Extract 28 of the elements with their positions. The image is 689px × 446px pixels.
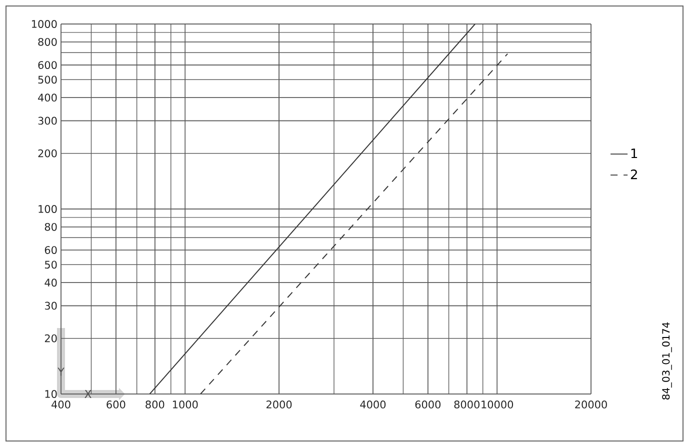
x-tick-label: 400: [52, 400, 70, 408]
y-tick-label: 30: [44, 302, 57, 310]
x-tick-label: 10000: [482, 400, 514, 408]
x-tick-label: 2000: [266, 400, 292, 408]
x-tick-label: 20000: [575, 400, 607, 408]
x-tick-label: 4000: [360, 400, 386, 408]
y-tick-label: 1000: [32, 20, 57, 28]
x-tick-label: 6000: [415, 400, 441, 408]
y-tick-label: 80: [44, 222, 57, 231]
y-tick-label: 10: [45, 390, 57, 398]
y-tick-label: 800: [38, 38, 57, 46]
legend-label: 1: [631, 148, 638, 158]
y-tick-label: 50: [44, 260, 57, 269]
y-tick-label: 300: [38, 116, 57, 125]
y-tick-label: 40: [44, 278, 57, 287]
x-tick-label: 600: [106, 400, 126, 408]
text: 84_03_01_0174: [662, 322, 672, 400]
y-tick-label: 600: [38, 61, 57, 69]
y-tick-label: 20: [44, 334, 57, 342]
y-tick-label: 60: [44, 246, 57, 254]
x-tick-label: 1000: [172, 400, 198, 408]
y-tick-label: 200: [38, 149, 57, 158]
y-tick-label: 500: [38, 76, 57, 84]
x-tick-label: 800: [146, 400, 164, 408]
x-tick-label: 8000: [454, 400, 480, 408]
legend-label: 2: [630, 170, 637, 180]
y-tick-label: 100: [38, 205, 57, 213]
y-tick-label: 400: [38, 94, 57, 102]
